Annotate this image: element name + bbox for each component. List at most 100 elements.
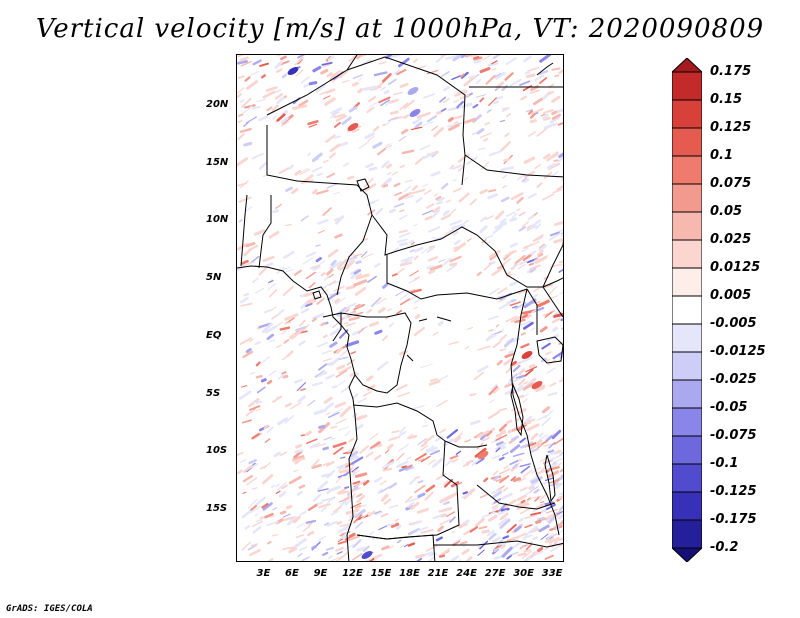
velocity-streak bbox=[529, 267, 537, 273]
velocity-streak bbox=[511, 428, 518, 432]
velocity-streak bbox=[438, 259, 446, 263]
velocity-streak bbox=[444, 229, 455, 236]
velocity-streak bbox=[322, 159, 329, 163]
velocity-streak bbox=[247, 544, 258, 551]
velocity-streak bbox=[354, 424, 364, 431]
velocity-streak bbox=[440, 213, 451, 221]
velocity-streak bbox=[429, 378, 438, 382]
velocity-streak bbox=[407, 527, 421, 536]
velocity-streak bbox=[239, 390, 252, 400]
velocity-streak bbox=[251, 520, 263, 528]
velocity-streak bbox=[557, 494, 563, 500]
velocity-streak bbox=[318, 363, 328, 371]
velocity-streak bbox=[325, 134, 336, 143]
velocity-streak bbox=[279, 326, 291, 331]
velocity-streak bbox=[380, 182, 386, 187]
velocity-streak bbox=[491, 502, 502, 509]
velocity-streak bbox=[305, 251, 317, 258]
velocity-streak bbox=[516, 502, 530, 511]
velocity-streak bbox=[506, 113, 511, 118]
velocity-streak bbox=[317, 535, 327, 542]
velocity-streak bbox=[486, 109, 492, 114]
velocity-streak bbox=[453, 115, 463, 120]
velocity-streak bbox=[346, 359, 355, 366]
velocity-streak bbox=[487, 61, 499, 67]
velocity-streak bbox=[551, 113, 561, 120]
velocity-streak bbox=[413, 255, 419, 260]
velocity-streak bbox=[277, 481, 287, 491]
velocity-streak bbox=[238, 219, 243, 223]
lon-tick-label: 9E bbox=[313, 568, 328, 579]
velocity-streak bbox=[373, 476, 383, 483]
velocity-streak bbox=[388, 208, 396, 214]
velocity-streak bbox=[329, 143, 341, 153]
velocity-streak bbox=[290, 329, 303, 340]
velocity-streak bbox=[488, 532, 497, 541]
velocity-streak bbox=[516, 494, 527, 502]
velocity-streak bbox=[506, 554, 513, 560]
velocity-streak bbox=[315, 244, 321, 247]
velocity-streak bbox=[282, 374, 289, 379]
velocity-streak bbox=[294, 457, 303, 465]
velocity-streak bbox=[479, 493, 488, 499]
velocity-streak bbox=[354, 505, 361, 509]
velocity-streak bbox=[525, 543, 533, 551]
velocity-streak bbox=[331, 385, 338, 389]
velocity-streak bbox=[543, 283, 553, 288]
velocity-streak bbox=[431, 236, 436, 239]
velocity-streak bbox=[491, 68, 497, 71]
velocity-streak bbox=[414, 299, 420, 304]
velocity-streak bbox=[549, 382, 557, 387]
velocity-streak bbox=[485, 241, 491, 244]
velocity-streak bbox=[492, 490, 502, 499]
velocity-streak bbox=[424, 189, 432, 195]
velocity-streak bbox=[518, 378, 526, 386]
velocity-streak bbox=[433, 127, 444, 138]
velocity-streak bbox=[252, 59, 262, 66]
velocity-streak bbox=[475, 94, 487, 98]
velocity-streak bbox=[388, 98, 399, 104]
velocity-streak bbox=[495, 324, 500, 328]
velocity-streak bbox=[445, 55, 459, 60]
velocity-streak bbox=[293, 469, 299, 473]
colorbar-swatch bbox=[672, 127, 702, 157]
velocity-streak bbox=[551, 171, 559, 177]
velocity-streak bbox=[355, 273, 362, 278]
velocity-streak bbox=[558, 542, 563, 547]
velocity-streak bbox=[377, 488, 383, 494]
colorbar-level-label: -0.075 bbox=[710, 428, 757, 443]
colorbar-level-label: -0.125 bbox=[710, 484, 757, 499]
velocity-streak bbox=[498, 72, 506, 78]
velocity-streak bbox=[326, 268, 334, 276]
velocity-streak bbox=[509, 242, 518, 248]
velocity-streak bbox=[529, 89, 540, 94]
velocity-streak bbox=[473, 59, 482, 64]
velocity-streak bbox=[548, 286, 557, 296]
lat-tick-label: 5S bbox=[206, 387, 221, 399]
velocity-streak bbox=[469, 198, 477, 206]
velocity-streak bbox=[463, 75, 476, 87]
velocity-streak bbox=[312, 65, 322, 73]
velocity-streak bbox=[341, 79, 350, 84]
velocity-streak bbox=[382, 283, 389, 289]
velocity-streak bbox=[523, 55, 532, 63]
velocity-streak bbox=[512, 364, 521, 373]
velocity-streak bbox=[553, 312, 563, 318]
velocity-streak bbox=[399, 298, 411, 306]
velocity-streak bbox=[336, 551, 343, 555]
velocity-streak bbox=[366, 384, 376, 391]
velocity-streak bbox=[381, 160, 390, 169]
velocity-streak bbox=[413, 58, 418, 63]
velocity-streak bbox=[526, 497, 531, 501]
velocity-streak bbox=[527, 193, 537, 199]
lat-tick-label: 15S bbox=[206, 503, 228, 515]
velocity-blob bbox=[361, 551, 373, 559]
colorbar-level-label: -0.1 bbox=[710, 456, 739, 471]
velocity-streak bbox=[414, 121, 423, 129]
velocity-streak bbox=[237, 60, 248, 65]
velocity-streak bbox=[429, 264, 443, 272]
velocity-streak bbox=[397, 238, 408, 243]
velocity-streak bbox=[298, 99, 309, 107]
velocity-streak bbox=[395, 289, 407, 297]
velocity-streak bbox=[524, 368, 534, 377]
